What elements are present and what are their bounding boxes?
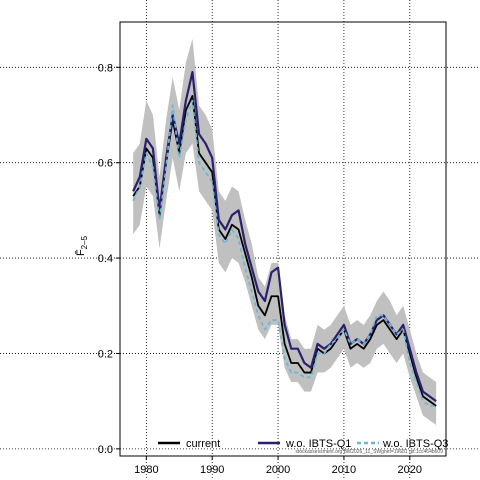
legend-label-2: w.o. IBTS-Q3	[382, 438, 448, 450]
y-tick-label-0: 0.0	[98, 444, 113, 456]
y-axis-label: F̄2–5	[74, 235, 89, 256]
confidence-band-area	[133, 38, 437, 425]
x-tick-label-1: 1990	[200, 464, 224, 476]
x-tick-label-2: 2000	[266, 464, 290, 476]
x-axis: 1980 1990 2000 2010 2020	[134, 456, 422, 476]
series-lines	[132, 70, 437, 407]
y-axis-label-sub: 2–5	[80, 235, 89, 249]
series-line-0	[132, 95, 437, 407]
x-tick-label-4: 2020	[398, 464, 422, 476]
y-tick-label-2: 0.4	[98, 253, 113, 265]
y-tick-label-1: 0.2	[98, 348, 113, 360]
y-tick-label-3: 0.6	[98, 158, 113, 170]
legend: current w.o. IBTS-Q1 w.o. IBTS-Q3	[158, 438, 448, 450]
watermark: stockassessment.org BM2026_11_SWgnet=196…	[295, 449, 443, 455]
x-tick-label-3: 2010	[332, 464, 356, 476]
series-line-2	[132, 99, 437, 407]
x-tick-label-0: 1980	[134, 464, 158, 476]
legend-label-1: w.o. IBTS-Q1	[285, 438, 351, 450]
y-tick-label-4: 0.8	[98, 62, 113, 74]
legend-label-0: current	[186, 438, 220, 450]
confidence-band	[133, 38, 437, 425]
plot-frame	[119, 21, 447, 457]
y-axis-label-main: F̄	[74, 249, 87, 256]
y-axis: 0.0 0.2 0.4 0.6 0.8	[98, 62, 120, 456]
